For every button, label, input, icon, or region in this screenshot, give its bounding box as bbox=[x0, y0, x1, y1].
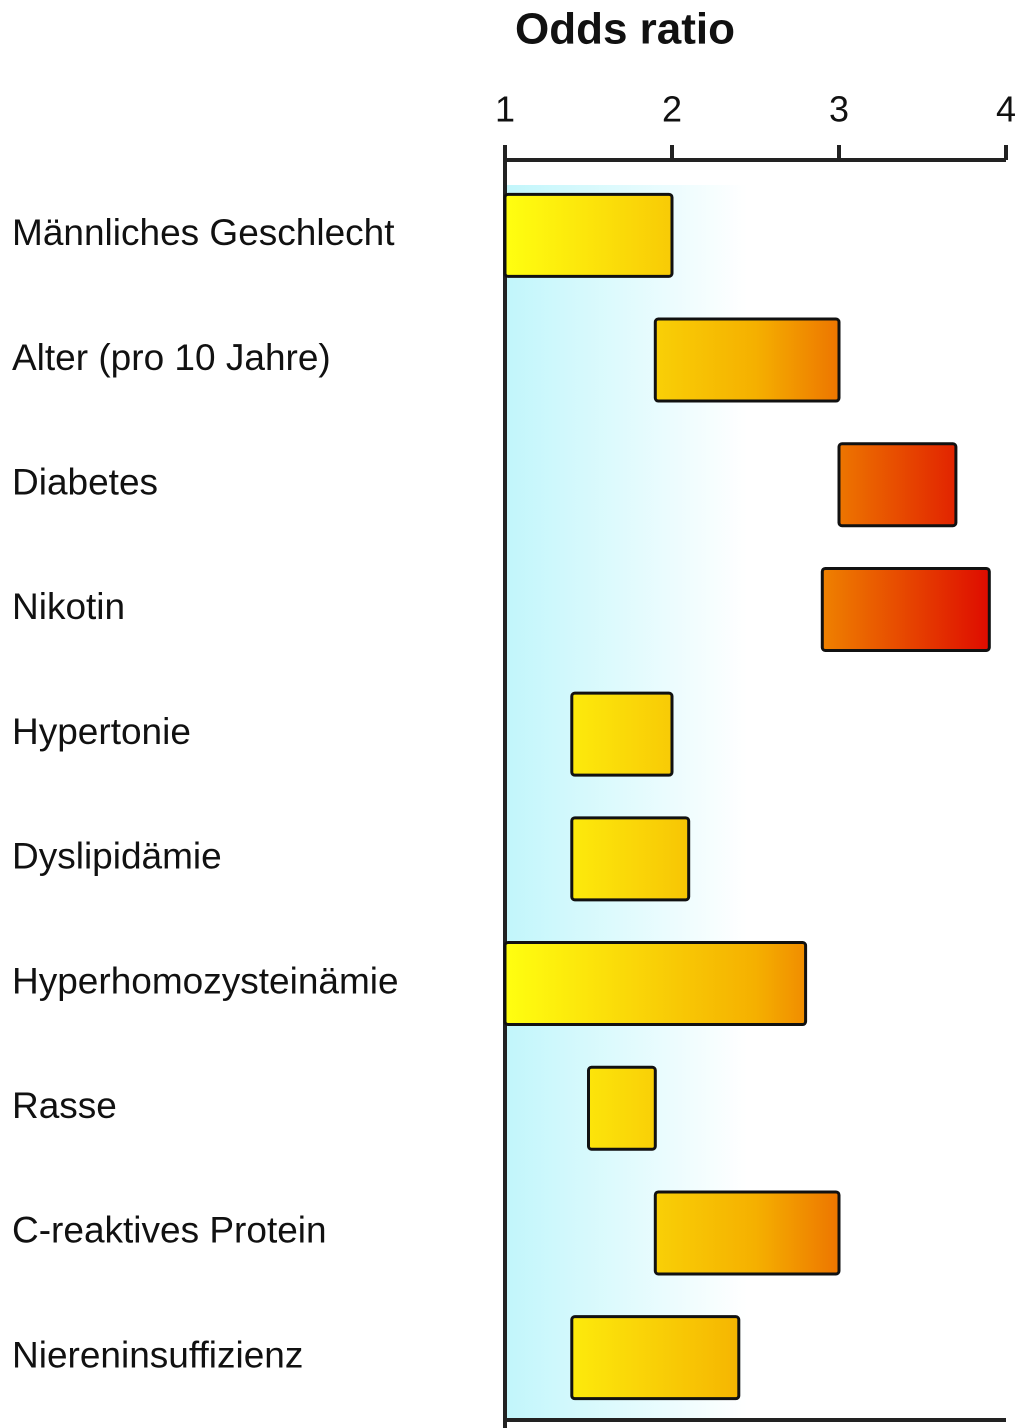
category-label: Hyperhomozysteinämie bbox=[12, 960, 399, 1001]
category-label: Niereninsuffizienz bbox=[12, 1334, 303, 1375]
bar bbox=[820, 566, 991, 652]
category-label: Nikotin bbox=[12, 586, 125, 627]
x-tick-label: 3 bbox=[829, 89, 849, 130]
bar bbox=[587, 1065, 657, 1151]
bar bbox=[570, 691, 674, 777]
category-label: Alter (pro 10 Jahre) bbox=[12, 337, 331, 378]
bar bbox=[653, 1190, 841, 1276]
bar bbox=[837, 442, 958, 528]
category-label: Dyslipidämie bbox=[12, 836, 222, 877]
category-label: Diabetes bbox=[12, 462, 158, 503]
bar bbox=[570, 1315, 741, 1401]
bar bbox=[503, 941, 808, 1027]
x-tick-label: 2 bbox=[662, 89, 682, 130]
bar bbox=[653, 317, 841, 403]
category-label: Hypertonie bbox=[12, 711, 191, 752]
chart-title: Odds ratio bbox=[515, 5, 735, 54]
category-label: C-reaktives Protein bbox=[12, 1210, 327, 1251]
category-label: Männliches Geschlecht bbox=[12, 212, 395, 253]
x-tick-label: 4 bbox=[996, 89, 1016, 130]
bar bbox=[570, 816, 691, 902]
category-label: Rasse bbox=[12, 1085, 117, 1126]
bar bbox=[503, 192, 674, 278]
x-tick-label: 1 bbox=[495, 89, 515, 130]
